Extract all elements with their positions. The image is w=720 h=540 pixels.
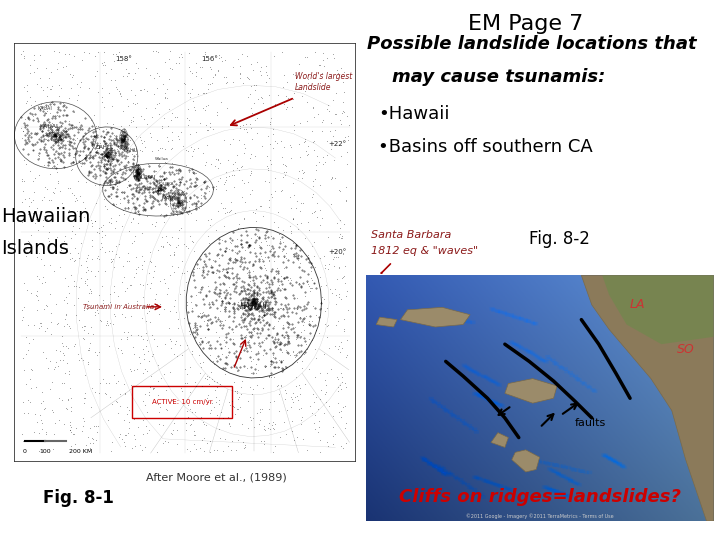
Text: SO: SO [677,342,695,356]
Text: 156°: 156° [201,56,217,62]
Text: 0: 0 [23,449,27,454]
Text: Islands: Islands [1,239,69,258]
Text: Fig. 8-2: Fig. 8-2 [529,230,590,247]
Text: MOLOKA: MOLOKA [156,183,174,186]
Text: 1812 eq & "waves": 1812 eq & "waves" [371,246,478,256]
Polygon shape [400,307,470,327]
Polygon shape [602,275,714,344]
Text: LA: LA [629,299,645,312]
Text: +20°: +20° [328,249,346,255]
Text: may cause tsunamis:: may cause tsunamis: [367,68,606,85]
Text: KAUAI: KAUAI [37,106,53,111]
Text: OAHU: OAHU [124,148,138,153]
Polygon shape [376,317,397,327]
FancyBboxPatch shape [132,387,232,418]
Text: Tsunami in Australia?: Tsunami in Australia? [83,304,158,310]
Text: 200 KM: 200 KM [69,449,92,454]
Polygon shape [491,433,508,447]
Text: MAUI: MAUI [161,195,175,200]
Text: •Hawaii: •Hawaii [378,105,449,123]
Text: ACTIVE: 10 cm/yr: ACTIVE: 10 cm/yr [152,399,212,405]
Polygon shape [505,379,557,403]
Text: Fig. 8-1: Fig. 8-1 [43,489,114,507]
Text: Possible landslide locations that: Possible landslide locations that [367,35,697,53]
Text: ©2011 Google - Imagery ©2011 TerraMetrics - Terms of Use: ©2011 Google - Imagery ©2011 TerraMetric… [466,513,613,518]
Text: HAWAII: HAWAII [240,302,268,312]
Text: 158°: 158° [115,56,132,62]
Text: Santa Barbara: Santa Barbara [371,230,451,240]
Text: Hawaiian: Hawaiian [1,206,91,226]
Text: +22°: +22° [328,140,346,147]
Text: World's largest
Landslide: World's largest Landslide [295,72,352,92]
Polygon shape [512,450,540,472]
Text: MOLOKAI: MOLOKAI [133,174,156,180]
Text: KAUAI: KAUAI [39,124,58,130]
Text: 100: 100 [40,449,51,454]
Text: Wailua: Wailua [155,157,168,161]
Text: OAHU: OAHU [95,145,112,150]
Text: Cliffs on ridges=landslides?: Cliffs on ridges=landslides? [399,488,680,507]
Text: After Moore et al., (1989): After Moore et al., (1989) [145,472,287,483]
Text: EM Page 7: EM Page 7 [468,14,583,33]
Text: faults: faults [575,418,606,428]
Polygon shape [581,275,714,521]
Text: •Basins off southern CA: •Basins off southern CA [378,138,593,156]
